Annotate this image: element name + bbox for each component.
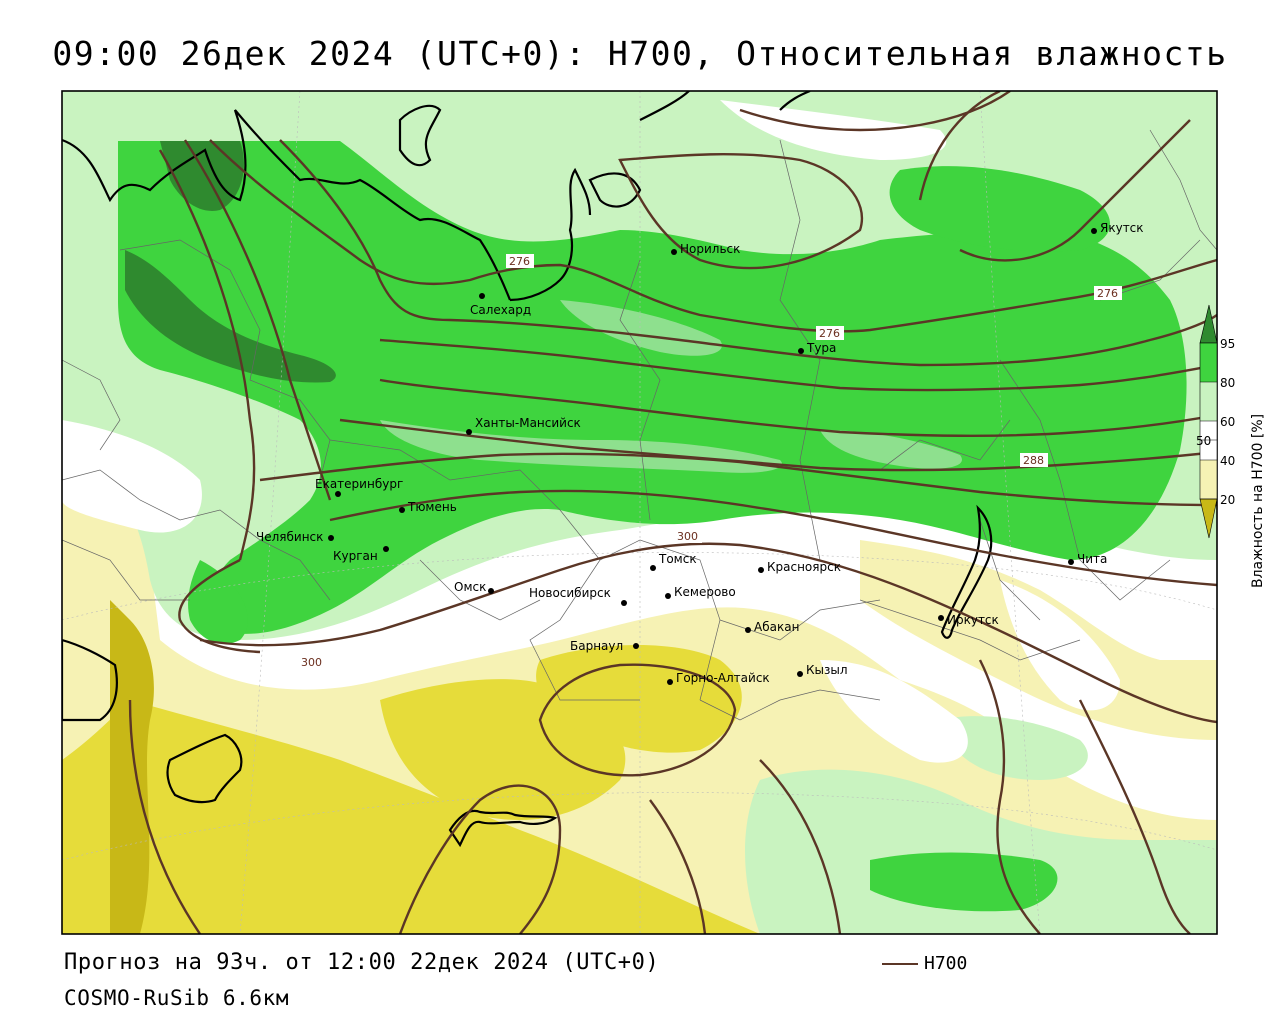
- svg-text:Омск: Омск: [454, 580, 486, 594]
- svg-text:Норильск: Норильск: [680, 242, 740, 256]
- svg-text:276: 276: [1097, 287, 1118, 300]
- svg-text:300: 300: [301, 656, 322, 669]
- cities: Норильск Якутск Салехард Тура Ханты-Манс…: [256, 221, 1144, 685]
- isohypse-labels: 276 276 276 288 300 300: [298, 254, 1122, 669]
- city-abakan[interactable]: Абакан: [745, 620, 799, 634]
- admin-borders: [62, 129, 1217, 721]
- svg-text:Абакан: Абакан: [754, 620, 799, 634]
- svg-text:Барнаул: Барнаул: [570, 639, 623, 653]
- svg-text:300: 300: [677, 530, 698, 543]
- isohypses: [128, 91, 1217, 934]
- colorbar-band-80-95: [1200, 343, 1217, 382]
- city-tyumen[interactable]: Тюмень: [399, 500, 457, 514]
- city-kemerovo[interactable]: Кемерово: [665, 585, 736, 599]
- city-salekhard[interactable]: Салехард: [470, 293, 531, 317]
- city-yekaterinburg[interactable]: Екатеринбург: [315, 477, 403, 497]
- h700-legend-label: H700: [924, 953, 968, 974]
- city-kyzyl[interactable]: Кызыл: [797, 663, 848, 677]
- svg-text:Якутск: Якутск: [1100, 221, 1144, 235]
- svg-text:Ханты-Мансийск: Ханты-Мансийск: [475, 416, 581, 430]
- svg-text:Кемерово: Кемерово: [674, 585, 736, 599]
- colorbar-tick-95: 95: [1220, 337, 1235, 351]
- colorbar-tick-80: 80: [1220, 376, 1235, 390]
- city-omsk[interactable]: Омск: [454, 580, 494, 594]
- isohypse-label: 276: [506, 254, 534, 268]
- map-frame: [61, 90, 1218, 935]
- svg-text:Кызыл: Кызыл: [806, 663, 848, 677]
- svg-text:Курган: Курган: [333, 549, 378, 563]
- colorbar-tick-20: 20: [1220, 493, 1235, 507]
- svg-text:Новосибирск: Новосибирск: [529, 586, 611, 600]
- map-title: 09:00 26дек 2024 (UTC+0): H700, Относите…: [52, 34, 1228, 73]
- colorbar-title: Влажность на H700 [%]: [1250, 414, 1266, 588]
- isohypse-label: 300: [674, 529, 702, 543]
- h700-line-swatch: [882, 963, 918, 965]
- svg-text:276: 276: [509, 255, 530, 268]
- city-barnaul[interactable]: Барнаул: [570, 639, 639, 653]
- svg-text:Салехард: Салехард: [470, 303, 531, 317]
- city-chelyabinsk[interactable]: Челябинск: [256, 530, 334, 544]
- forecast-info: Прогноз на 93ч. от 12:00 22дек 2024 (UTC…: [64, 950, 660, 975]
- city-novosibirsk[interactable]: Новосибирск: [529, 586, 627, 606]
- isohypse-label: 276: [1094, 286, 1122, 300]
- colorbar-band-20-40: [1200, 460, 1217, 499]
- svg-text:Красноярск: Красноярск: [767, 560, 841, 574]
- city-irkutsk[interactable]: Иркутск: [938, 613, 999, 627]
- svg-text:Челябинск: Челябинск: [256, 530, 323, 544]
- svg-text:Горно-Алтайск: Горно-Алтайск: [676, 671, 770, 685]
- colorbar-tick-40: 40: [1220, 454, 1235, 468]
- isohypse-label: 276: [816, 326, 844, 340]
- svg-text:276: 276: [819, 327, 840, 340]
- svg-text:Тюмень: Тюмень: [407, 500, 457, 514]
- model-info: COSMO-RuSib 6.6км: [64, 986, 290, 1010]
- city-chita[interactable]: Чита: [1068, 552, 1107, 566]
- svg-text:Тура: Тура: [806, 341, 836, 355]
- city-yakutsk[interactable]: Якутск: [1091, 221, 1144, 235]
- humidity-field: [62, 91, 1217, 934]
- colorbar-band-60-80: [1200, 382, 1217, 421]
- city-khanty-mansiysk[interactable]: Ханты-Мансийск: [466, 416, 581, 435]
- coastlines: [62, 91, 993, 848]
- city-tomsk[interactable]: Томск: [650, 552, 697, 571]
- isohypse-label: 300: [298, 655, 326, 669]
- svg-text:288: 288: [1023, 454, 1044, 467]
- colorbar: 95 80 60 50 40 20 Влажность на H700 [%]: [1196, 304, 1266, 588]
- city-krasnoyarsk[interactable]: Красноярск: [758, 560, 841, 574]
- city-kurgan[interactable]: Курган: [333, 546, 389, 563]
- city-gorno-altaysk[interactable]: Горно-Алтайск: [667, 671, 770, 685]
- svg-text:Екатеринбург: Екатеринбург: [315, 477, 403, 491]
- city-tura[interactable]: Тура: [798, 341, 836, 355]
- colorbar-tick-60: 60: [1220, 415, 1235, 429]
- svg-text:Томск: Томск: [658, 552, 697, 566]
- colorbar-band-50-60: [1200, 421, 1217, 440]
- colorbar-band-40-50: [1200, 440, 1217, 460]
- svg-text:Иркутск: Иркутск: [947, 613, 999, 627]
- svg-text:Чита: Чита: [1077, 552, 1107, 566]
- isohypse-label: 288: [1020, 453, 1048, 467]
- graticule: [62, 91, 1217, 934]
- city-norilsk[interactable]: Норильск: [671, 242, 740, 256]
- colorbar-tick-50: 50: [1196, 434, 1211, 448]
